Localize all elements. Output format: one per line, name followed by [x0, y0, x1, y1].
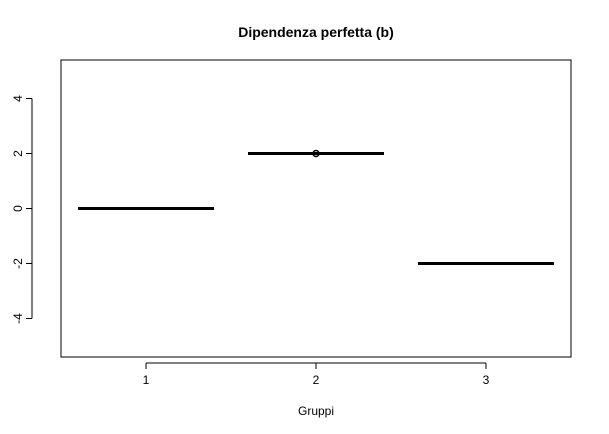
y-tick-label: 0	[11, 205, 25, 212]
x-tick-label: 3	[483, 373, 490, 387]
plot-frame	[60, 59, 572, 358]
plot-marks	[78, 149, 554, 265]
chart-title: Dipendenza perfetta (b)	[238, 24, 394, 40]
x-axis: 1 2 3	[143, 362, 490, 387]
outlier-point	[312, 149, 320, 158]
y-tick-label: 4	[11, 95, 25, 102]
x-tick-label: 2	[313, 373, 320, 387]
y-tick-label: 2	[11, 150, 25, 157]
y-axis: -4 -2 0 2 4	[11, 95, 33, 324]
x-tick-label: 1	[143, 373, 150, 387]
y-tick-label: -4	[11, 313, 25, 324]
x-axis-label: Gruppi	[298, 404, 334, 418]
y-tick-label: -2	[11, 258, 25, 269]
